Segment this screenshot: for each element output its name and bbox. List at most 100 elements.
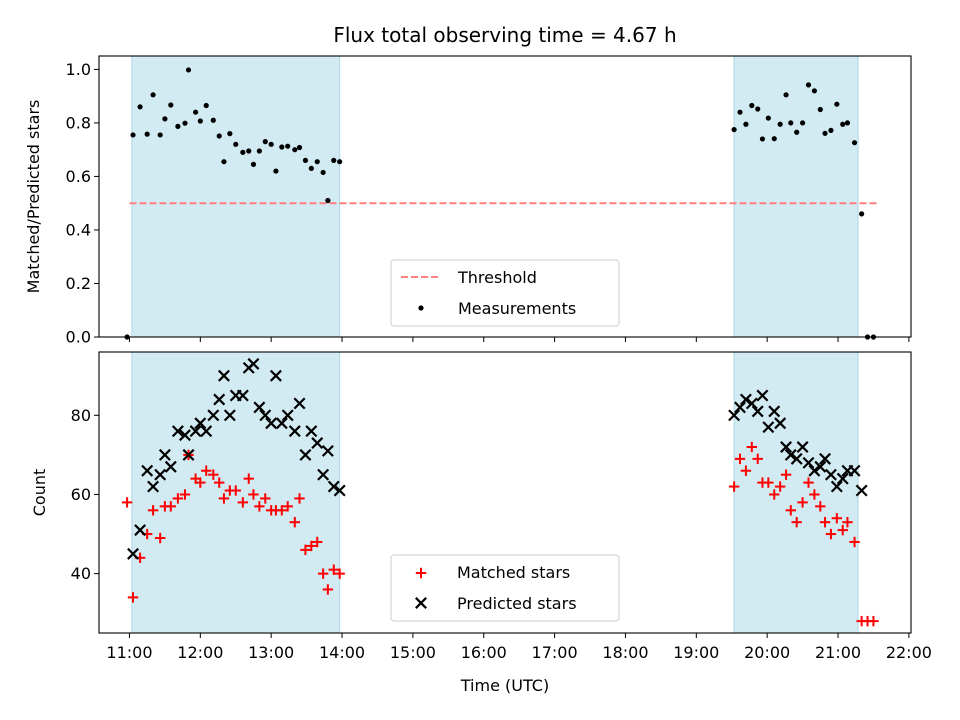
observation-window	[733, 351, 859, 634]
predicted-star-point	[774, 417, 787, 430]
matched-star-point	[797, 497, 808, 508]
observation-windows	[131, 55, 859, 338]
measurement-point	[859, 211, 865, 217]
x-tick-label: 18:00	[602, 643, 648, 662]
marker-stroke	[311, 437, 324, 450]
marker-stroke	[293, 397, 306, 410]
matched-star-point	[334, 568, 345, 579]
x-tick-label: 13:00	[248, 643, 294, 662]
chart-title: Flux total observing time = 4.67 h	[333, 23, 676, 47]
matched-star-point	[809, 489, 820, 500]
measurement-point	[256, 148, 262, 154]
marker-stroke	[784, 448, 797, 461]
predicted-star-point	[790, 452, 803, 465]
x-tick-label: 20:00	[744, 643, 790, 662]
ratio-y-axis: 0.0 0.2 0.4 0.6 0.8 1.0	[66, 60, 99, 347]
measurement-point	[817, 106, 823, 113]
marker-stroke	[164, 460, 177, 473]
matched-star-point	[825, 528, 837, 540]
matched-star-point	[289, 516, 300, 528]
count-y-axis: 40 60 80	[71, 406, 99, 583]
marker-stroke	[223, 409, 236, 422]
predicted-star-point	[194, 417, 207, 430]
measurement-point	[302, 157, 309, 163]
matched-star-point	[179, 489, 191, 500]
measurement-point	[771, 136, 777, 142]
measurement-point	[737, 109, 743, 115]
marker-stroke	[305, 425, 318, 438]
marker-stroke	[189, 425, 202, 438]
matched-star-point	[276, 505, 288, 516]
matched-star-point	[815, 501, 826, 512]
matched-star-point	[214, 477, 225, 488]
measurement-point	[828, 127, 834, 133]
measurement-point	[840, 121, 846, 127]
legend-matched-swatch	[415, 567, 427, 579]
measurement-point	[788, 120, 794, 126]
predicted-star-point	[855, 484, 868, 497]
measurement-point	[168, 102, 174, 108]
predicted-star-point	[762, 421, 775, 434]
marker-stroke	[194, 417, 207, 430]
matched-star-point	[154, 532, 166, 544]
measurement-point	[273, 168, 279, 174]
marker-stroke	[790, 452, 803, 465]
measurement-point	[783, 92, 789, 98]
matched-star-point	[312, 536, 323, 548]
measurement-point	[851, 140, 858, 146]
measurement-point	[765, 115, 771, 121]
predicted-star-point	[836, 472, 849, 485]
matched-star-point	[317, 568, 329, 579]
time-x-axis-label: Time (UTC)	[460, 676, 549, 695]
predicted-star-point	[321, 444, 334, 457]
count-y-axis-label: Count	[30, 469, 49, 517]
marker-stroke	[830, 480, 843, 493]
matched-star-point	[328, 564, 339, 575]
measurement-point	[285, 143, 291, 149]
predicted-star-point	[134, 524, 147, 537]
marker-stroke	[333, 484, 346, 497]
measurement-point	[844, 120, 851, 126]
marker-stroke	[275, 417, 288, 430]
matched-star-point	[322, 584, 334, 595]
marker-stroke	[728, 409, 741, 422]
marker-stroke	[762, 421, 775, 434]
marker-stroke	[756, 389, 769, 402]
ratio-legend: Threshold Measurements	[390, 259, 620, 327]
matched-star-point	[785, 505, 796, 516]
marker-stroke	[171, 425, 184, 438]
matched-star-point	[230, 485, 241, 496]
marker-stroke	[127, 547, 139, 560]
predicted-star-point	[141, 464, 154, 477]
marker-stroke	[327, 480, 340, 493]
marker-stroke	[253, 401, 266, 414]
ratio-x-ticks	[128, 337, 910, 342]
predicted-star-point	[265, 417, 278, 430]
y-tick-label: 0.2	[66, 274, 91, 293]
predicted-star-point	[728, 409, 741, 422]
predicted-star-point	[200, 425, 213, 438]
predicted-star-point	[814, 460, 827, 473]
marker-stroke	[281, 409, 294, 422]
predicted-star-point	[259, 409, 272, 422]
marker-stroke	[217, 369, 230, 382]
measurement-point	[197, 118, 203, 124]
y-tick-label: 60	[71, 485, 91, 504]
count-points	[121, 357, 879, 627]
predicted-star-point	[178, 429, 191, 442]
matched-star-point	[837, 524, 848, 536]
predicted-star-point	[158, 448, 171, 461]
measurement-point	[227, 131, 233, 137]
predicted-star-point	[223, 409, 236, 422]
matched-star-point	[780, 469, 792, 480]
ratio-y-axis-label: Matched/Predicted stars	[24, 100, 43, 294]
matched-star-point	[849, 536, 860, 548]
matched-star-point	[248, 489, 259, 500]
matched-star-point	[201, 465, 212, 476]
marker-stroke	[134, 524, 147, 537]
measurement-point	[320, 169, 326, 176]
marker-stroke	[819, 452, 832, 465]
predicted-star-point	[333, 484, 346, 497]
measurement-point	[157, 132, 163, 138]
measurement-point	[755, 106, 761, 112]
